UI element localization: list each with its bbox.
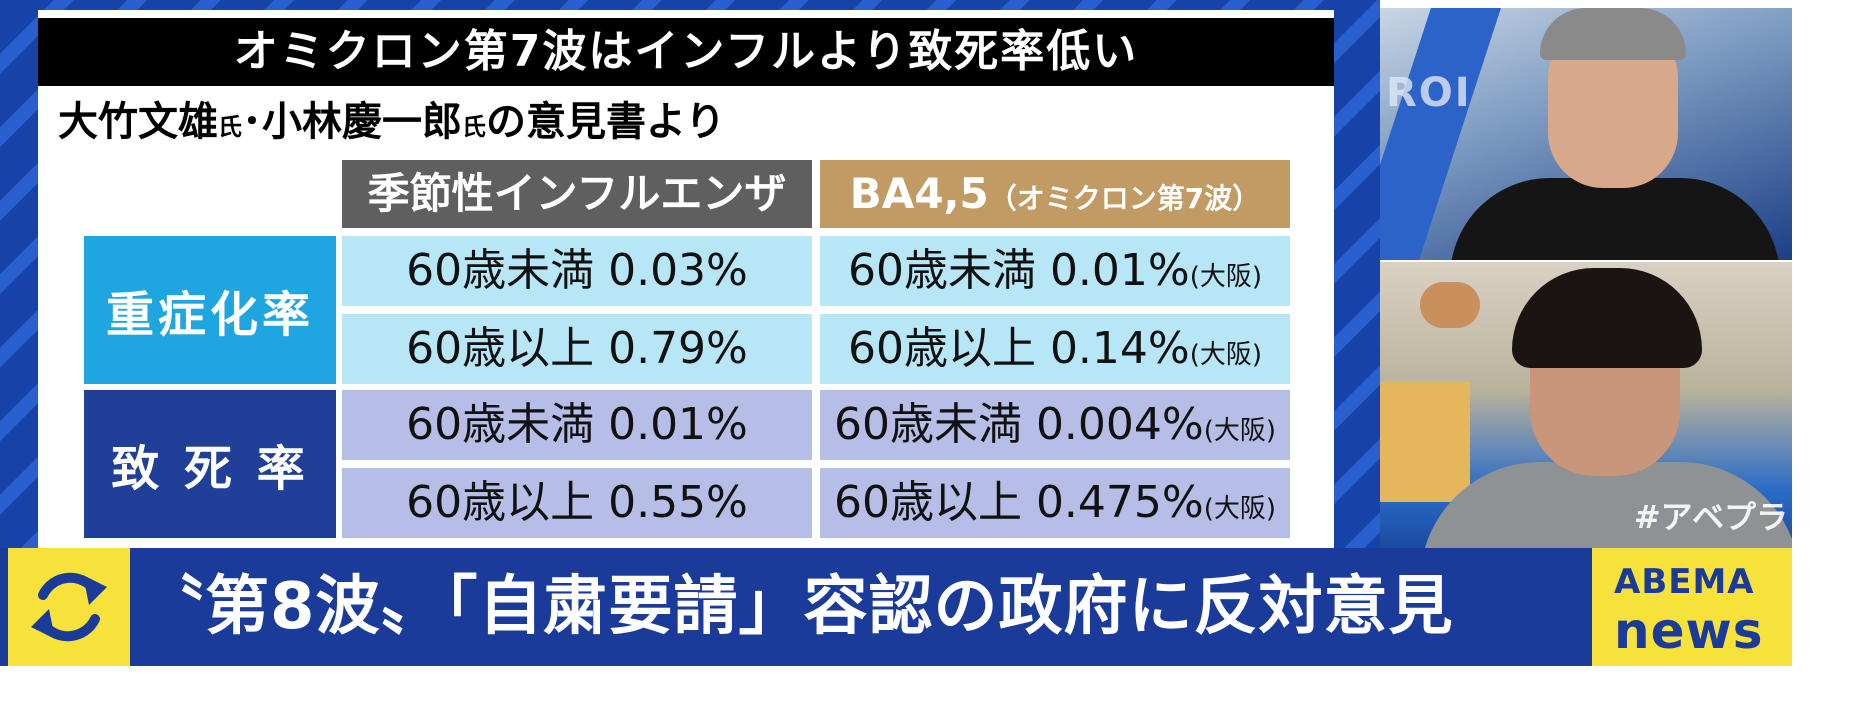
studio-lamp (1420, 282, 1480, 328)
author-name-2: 小林慶一郎 (262, 99, 462, 145)
cell-ba-death-over60: 60歳以上 0.475%(大阪) (820, 468, 1290, 538)
guest-1-body (1450, 178, 1780, 260)
cell-note: (大阪) (1203, 416, 1277, 446)
name-separator: ･ (242, 99, 262, 145)
hashtag-watermark: #アベプラ (1633, 498, 1788, 536)
cell-flu-death-over60: 60歳以上 0.55% (342, 468, 812, 538)
brand-line-1: ABEMA (1614, 562, 1755, 602)
author-name-1: 大竹文雄 (58, 99, 218, 145)
guest-2-body (1420, 462, 1792, 548)
camera-feed-bottom: #アベプラ (1380, 262, 1792, 548)
header-seasonal-flu: 季節性インフルエンザ (342, 160, 812, 228)
row-label-severity-rate: 重症化率 (84, 236, 336, 384)
cell-ba-severe-under60: 60歳未満 0.01%(大阪) (820, 236, 1290, 306)
cell-ba-severe-over60: 60歳以上 0.14%(大阪) (820, 314, 1290, 384)
honorific-1: 氏 (218, 113, 242, 141)
header-ba45: BA4,5（オミクロン第7波） (820, 160, 1290, 228)
studio-sign-text: ROI (1386, 70, 1472, 116)
cell-flu-severe-under60: 60歳未満 0.03% (342, 236, 812, 306)
row-label-fatality-rate: 致 死 率 (84, 390, 336, 538)
abema-news-logo: ABEMA news (1592, 548, 1792, 666)
ticker-headline: 〝第8波〟「自粛要請」容認の政府に反対意見 (140, 570, 1454, 644)
brand-line-2: news (1614, 602, 1764, 660)
cell-value: 60歳以上 0.14% (847, 323, 1190, 374)
ticker-icon-box (8, 548, 130, 666)
cell-value: 60歳未満 0.004% (833, 399, 1204, 450)
cell-value: 60歳未満 0.01% (847, 245, 1190, 296)
refresh-arrows-icon (31, 572, 107, 642)
header-ba45-main: BA4,5 (849, 169, 989, 218)
camera-feed-top: ROI (1380, 8, 1792, 260)
guest-2-hair (1512, 268, 1702, 368)
guest-1-hair (1540, 8, 1686, 60)
header-ba45-note: （オミクロン第7波） (988, 182, 1261, 215)
cell-note: (大阪) (1189, 262, 1263, 292)
cell-flu-death-under60: 60歳未満 0.01% (342, 390, 812, 460)
panel-subtitle: 大竹文雄氏･小林慶一郎氏の意見書より (58, 92, 725, 152)
cell-note: (大阪) (1203, 494, 1277, 524)
panel-title: オミクロン第7波はインフルより致死率低い (38, 18, 1334, 86)
news-ticker (0, 548, 1792, 666)
honorific-2: 氏 (462, 113, 486, 141)
cell-ba-death-under60: 60歳未満 0.004%(大阪) (820, 390, 1290, 460)
studio-sign (1380, 382, 1470, 502)
cell-value: 60歳以上 0.475% (833, 477, 1204, 528)
cell-note: (大阪) (1189, 340, 1263, 370)
subtitle-rest: の意見書より (486, 99, 726, 145)
cell-flu-severe-over60: 60歳以上 0.79% (342, 314, 812, 384)
